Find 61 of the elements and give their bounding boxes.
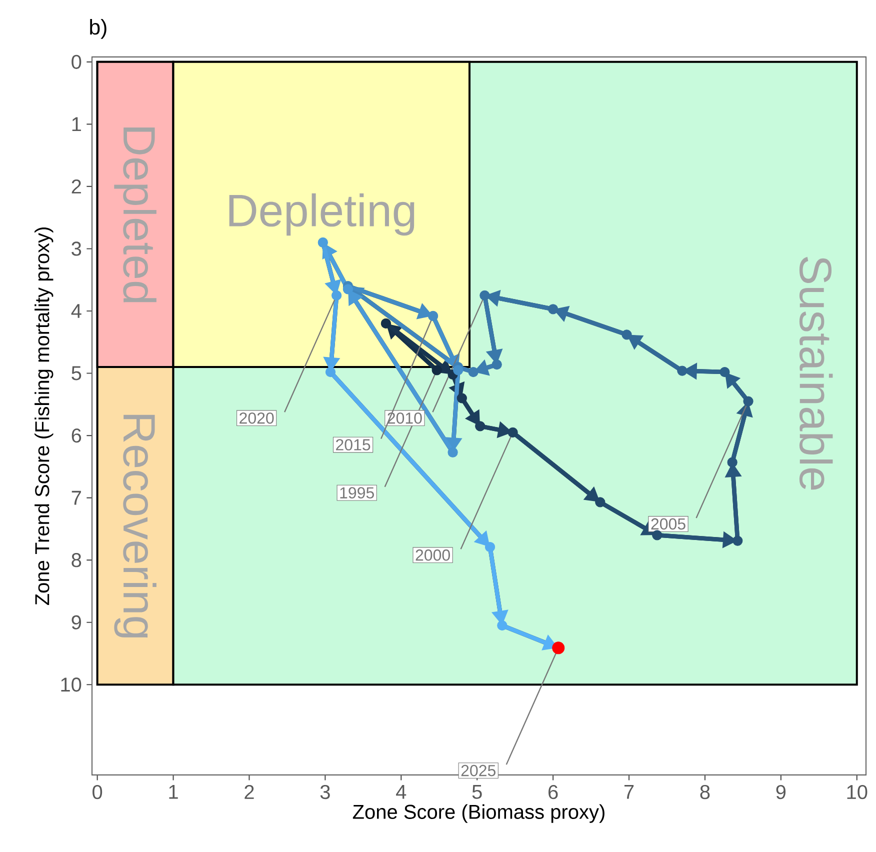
point [432, 365, 442, 376]
point [456, 393, 467, 404]
point [732, 536, 743, 546]
x-axis-title: Zone Score (Biomass proxy) [352, 804, 604, 823]
x-tick-label: 10 [847, 784, 868, 800]
x-tick-label: 7 [624, 784, 634, 799]
y-tick-label: 7 [72, 490, 81, 505]
point [453, 365, 464, 376]
x-tick-label: 1 [169, 784, 178, 799]
point [342, 284, 354, 294]
point [677, 366, 688, 376]
y-axis-title: Zone Trend Score (Fishing mortality proxy) [34, 228, 54, 605]
x-tick-label: 8 [700, 784, 710, 800]
series-label: Depleting [229, 193, 414, 236]
x-tick-label: 4 [396, 784, 406, 799]
y-tick-label: 4 [71, 304, 82, 318]
x-tick-label: 3 [320, 784, 330, 800]
point [484, 542, 496, 552]
point [508, 427, 518, 438]
point [475, 421, 486, 432]
y-tick-label: 6 [72, 428, 82, 443]
point [497, 620, 508, 631]
point [428, 310, 438, 322]
point [325, 366, 336, 378]
y-tick-label: 2 [72, 179, 81, 194]
point [318, 237, 328, 248]
point [720, 366, 730, 378]
annotation: 2000 [416, 549, 450, 561]
x-tick-label: 0 [92, 784, 102, 800]
point [332, 290, 342, 300]
point [380, 318, 392, 329]
series-label: Sustainable [799, 256, 833, 490]
y-tick-label: 8 [72, 553, 82, 568]
point [595, 497, 606, 508]
point [468, 366, 478, 378]
point [492, 359, 502, 370]
point [448, 447, 458, 458]
annotation: 1995 [340, 487, 374, 498]
point [622, 330, 632, 340]
series-label: Depleted [114, 127, 156, 302]
y-tick-label: 1 [72, 117, 81, 132]
annotation: 2015 [336, 439, 370, 450]
point [548, 304, 558, 314]
point [480, 290, 490, 300]
y-tick-label: 9 [72, 615, 81, 630]
y-tick-label: 10 [61, 678, 82, 692]
x-tick-label: 9 [776, 784, 786, 800]
y-tick-label: 5 [72, 366, 82, 380]
series-label: Recovering [114, 414, 156, 638]
annotation: 2025 [461, 764, 496, 776]
y-tick-label: 3 [72, 242, 82, 256]
point [652, 530, 662, 540]
point [727, 457, 738, 468]
x-tick-label: 2 [244, 784, 254, 799]
chart-title: b) [90, 19, 106, 39]
annotation: 2020 [240, 412, 274, 424]
x-tick-label: 6 [548, 784, 558, 800]
point [743, 396, 754, 406]
annotation: 2005 [651, 518, 686, 530]
x-tick-label: 5 [472, 784, 482, 799]
y-tick-label: 0 [72, 54, 82, 69]
